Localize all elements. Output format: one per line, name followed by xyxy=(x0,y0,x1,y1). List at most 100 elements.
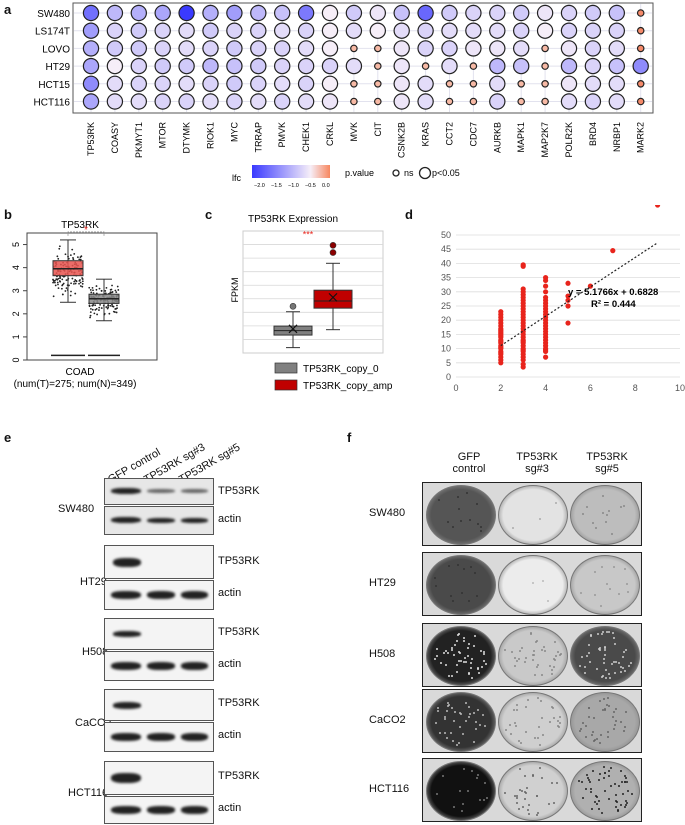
jitter-point xyxy=(94,304,97,307)
colony-speck xyxy=(604,676,607,679)
colony-speck xyxy=(615,805,617,808)
column-label: MARK2 xyxy=(636,122,646,153)
colony-speck xyxy=(514,794,517,797)
row-label: LOVO xyxy=(42,44,70,55)
band xyxy=(147,518,175,523)
colony-dish xyxy=(426,626,496,686)
colony-speck xyxy=(434,657,437,660)
dot-HCT116-MYC xyxy=(226,93,243,110)
colony-speck xyxy=(598,648,601,651)
colony-speck xyxy=(624,567,627,570)
jitter-point xyxy=(76,256,79,259)
colony-speck xyxy=(558,654,561,657)
dot-HT29-TP53RK xyxy=(82,57,100,75)
outlier-point xyxy=(329,249,337,256)
colony-speck xyxy=(436,709,439,712)
jitter-point xyxy=(117,289,120,291)
colony-speck xyxy=(595,667,598,670)
colony-speck xyxy=(470,666,473,669)
colony-speck xyxy=(465,661,468,664)
colony-speck xyxy=(624,649,627,652)
colony-speck xyxy=(531,654,534,656)
dot-LS174T-CDC7 xyxy=(465,22,482,39)
dot-HCT116-NRBP1 xyxy=(608,93,626,110)
colony-dish xyxy=(426,555,496,615)
colony-speck xyxy=(475,720,478,723)
jitter-point xyxy=(78,258,81,261)
blot-cell-h508: H508 xyxy=(82,646,109,658)
panel-b-frame xyxy=(26,232,158,361)
colony-speck xyxy=(604,771,607,774)
data-point xyxy=(565,280,571,286)
colony-speck xyxy=(524,792,527,795)
colony-speck xyxy=(440,662,443,665)
dot-SW480-NRBP1 xyxy=(608,4,626,22)
jitter-point xyxy=(70,290,72,293)
dot-SW480-MARK2 xyxy=(636,9,645,17)
colony-speck xyxy=(553,641,556,644)
colony-speck xyxy=(481,714,484,717)
plate-header-gfp: GFP control xyxy=(452,451,486,475)
colony-speck xyxy=(466,790,469,793)
colony-speck xyxy=(462,640,465,643)
blot-h508-target xyxy=(104,618,214,650)
column-label: DTYMK xyxy=(182,122,192,154)
plate-header-sg3: TP53RK sg#3 xyxy=(516,451,558,475)
colony-speck xyxy=(514,665,517,668)
colony-speck xyxy=(542,646,545,649)
jitter-point xyxy=(95,308,98,310)
colony-speck xyxy=(449,732,452,735)
jitter-point xyxy=(89,307,92,310)
colony-speck xyxy=(585,725,588,728)
colony-speck xyxy=(601,675,604,678)
dot-SW480-MAPK1 xyxy=(513,4,530,22)
colony-dish xyxy=(426,692,496,752)
colony-speck xyxy=(512,527,515,530)
colony-speck xyxy=(630,793,633,796)
column-label: MYC xyxy=(229,122,239,143)
dot-HCT15-MTOR xyxy=(154,75,171,93)
colony-speck xyxy=(579,664,582,667)
blot-caco2-target xyxy=(104,689,214,721)
blot-sw480-target xyxy=(104,478,214,505)
dot-SW480-CIT xyxy=(369,4,386,22)
colony-speck xyxy=(436,648,439,651)
colony-speck xyxy=(438,731,441,734)
colony-speck xyxy=(592,717,595,720)
colony-speck xyxy=(578,730,581,733)
jitter-point xyxy=(114,308,117,310)
colony-speck xyxy=(452,806,455,809)
colony-speck xyxy=(603,777,605,780)
colony-speck xyxy=(468,706,471,709)
colony-speck xyxy=(535,814,538,817)
colony-speck xyxy=(515,802,518,805)
colony-speck xyxy=(622,651,625,654)
colony-speck xyxy=(478,798,481,801)
jitter-point xyxy=(98,309,100,311)
colony-speck xyxy=(616,810,619,813)
data-point xyxy=(543,283,549,289)
column-label: CRKL xyxy=(325,122,335,146)
colony-dish xyxy=(570,555,640,615)
colony-speck xyxy=(550,705,553,708)
colony-speck xyxy=(603,707,606,710)
colony-speck xyxy=(485,662,488,665)
colony-speck xyxy=(616,800,619,803)
colony-speck xyxy=(516,797,519,800)
colony-speck xyxy=(473,711,476,714)
colony-speck xyxy=(513,709,516,712)
jitter-point xyxy=(65,279,68,281)
dot-HT29-CDC7 xyxy=(469,62,478,70)
column-label: TRRAP xyxy=(253,122,263,153)
jitter-point xyxy=(105,306,108,308)
colony-speck xyxy=(548,665,551,668)
dot-LOVO-KRAS xyxy=(417,40,434,57)
blot-label-target: TP53RK xyxy=(218,485,260,497)
colony-speck xyxy=(619,671,622,674)
dot-HCT15-CSNK2B xyxy=(393,75,410,93)
panel-label-e: e xyxy=(4,430,12,445)
colony-dish xyxy=(498,761,568,821)
colony-speck xyxy=(444,664,447,667)
colony-speck xyxy=(557,651,560,654)
panel-d-equation: y = 5.1766x + 0.6828 xyxy=(568,287,658,298)
